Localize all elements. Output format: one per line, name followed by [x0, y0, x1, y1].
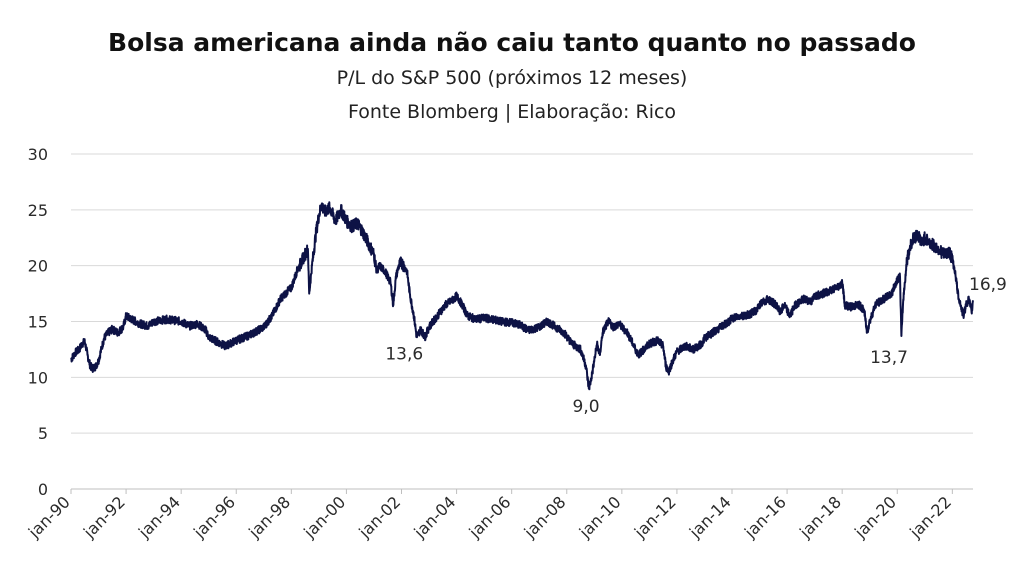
x-tick-label: jan-90	[24, 492, 74, 542]
x-tick-label: jan-94	[134, 492, 184, 542]
annotation-label: 13,7	[870, 348, 908, 368]
annotation-label: 16,9	[969, 275, 1007, 295]
x-tick-label: jan-10	[575, 492, 625, 542]
grid-layer	[71, 153, 973, 434]
y-tick-label: 15	[28, 313, 48, 332]
x-tick-label: jan-20	[850, 492, 900, 542]
x-tick-label: jan-16	[740, 492, 790, 542]
x-tick-label: jan-22	[905, 492, 955, 542]
annotation-label: 13,6	[385, 344, 423, 364]
x-tick-label: jan-02	[354, 492, 404, 542]
y-tick-label: 30	[28, 145, 48, 164]
x-tick-label: jan-00	[299, 492, 349, 542]
x-tick-label: jan-12	[630, 492, 680, 542]
chart-subtitle: P/L do S&P 500 (próximos 12 meses)	[336, 67, 688, 89]
annotation-label: 9,0	[573, 397, 600, 417]
x-tick-label: jan-08	[520, 492, 570, 542]
annotation-layer: 13,6 9,0 13,7 16,9	[385, 275, 1007, 417]
x-tick-label: jan-18	[795, 492, 845, 542]
y-tick-label: 5	[38, 424, 48, 443]
y-tick-label: 25	[28, 201, 48, 220]
series-line	[70, 201, 974, 391]
x-tick-label: jan-04	[410, 492, 460, 542]
series-layer	[70, 201, 974, 391]
y-tick-label: 0	[38, 480, 48, 499]
x-tick-label: jan-98	[244, 492, 294, 542]
x-tick-label: jan-96	[189, 492, 239, 542]
x-tick-label: jan-06	[465, 492, 515, 542]
x-tick-label: jan-92	[79, 492, 129, 542]
y-tick-label: 10	[28, 368, 48, 387]
chart-title: Bolsa americana ainda não caiu tanto qua…	[108, 28, 916, 57]
x-tick-label: jan-14	[685, 492, 735, 542]
y-tick-label: 20	[28, 257, 48, 276]
chart-source: Fonte Blomberg | Elaboração: Rico	[347, 101, 677, 123]
